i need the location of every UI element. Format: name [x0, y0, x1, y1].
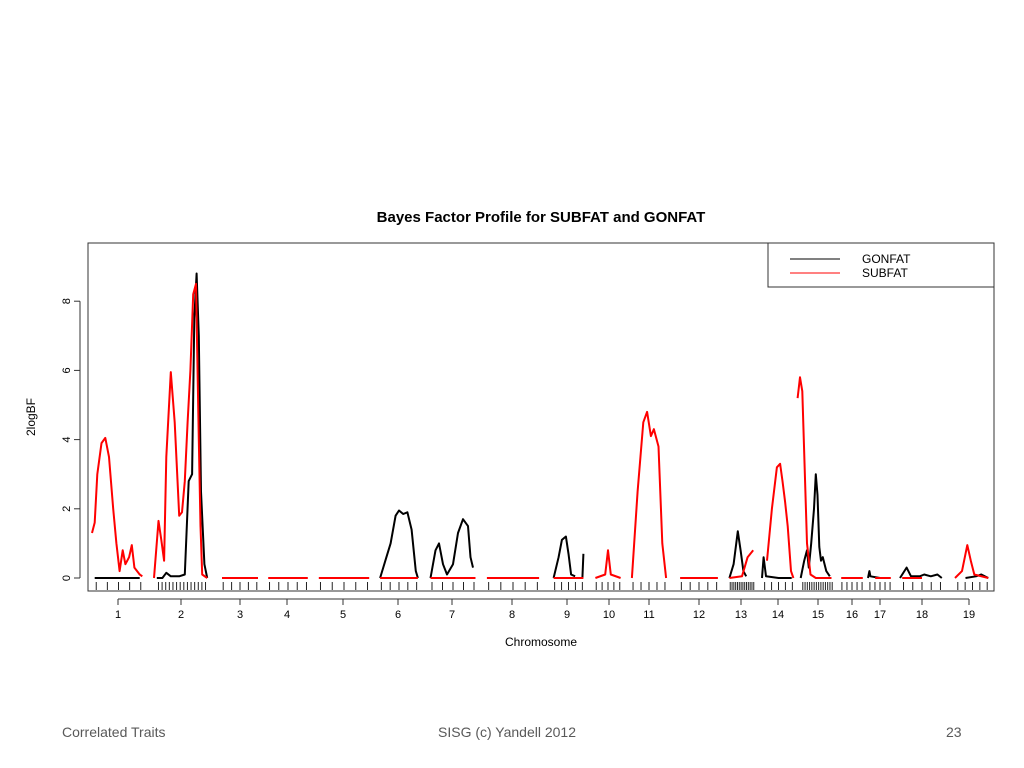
- x-tick-label: 11: [643, 609, 654, 621]
- x-tick-label: 7: [449, 609, 455, 621]
- x-tick-label: 4: [284, 609, 290, 621]
- series-line-gonfat: [899, 566, 943, 579]
- marker-rug: [95, 582, 988, 590]
- legend-label-gonfat: GONFAT: [862, 252, 911, 266]
- y-tick-label: 4: [61, 437, 73, 443]
- series-line-subfat: [153, 282, 208, 579]
- series-line-subfat: [595, 549, 621, 579]
- chart-title: Bayes Factor Profile for SUBFAT and GONF…: [377, 209, 706, 226]
- x-tick-label: 8: [509, 609, 515, 621]
- footer-page-number: 23: [946, 724, 962, 740]
- y-axis-label: 2logBF: [24, 398, 38, 436]
- series-line-gonfat: [379, 509, 419, 579]
- series-line-subfat: [630, 410, 668, 579]
- x-axis-label: Chromosome: [505, 635, 577, 649]
- y-tick-label: 8: [61, 298, 73, 304]
- series-line-gonfat: [156, 272, 209, 579]
- x-tick-label: 6: [395, 609, 401, 621]
- series-line-gonfat: [429, 518, 474, 579]
- x-tick-label: 15: [812, 609, 824, 621]
- series-line-subfat: [796, 376, 832, 579]
- y-tick-label: 2: [61, 506, 73, 512]
- footer-deck-title: Correlated Traits: [62, 724, 166, 740]
- x-tick-label: 17: [874, 609, 886, 621]
- legend-box: [767, 242, 995, 288]
- x-tick-label: 14: [772, 609, 784, 621]
- series-line-gonfat: [552, 535, 576, 579]
- series-line-subfat: [729, 549, 754, 579]
- legend-label-subfat: SUBFAT: [862, 266, 908, 280]
- y-axis: 0 2 4 6 8: [61, 298, 81, 581]
- x-tick-label: 2: [178, 609, 184, 621]
- plot-area: [87, 242, 995, 592]
- y-tick-label: 0: [61, 575, 73, 581]
- series-line-subfat: [766, 462, 795, 579]
- series-line-gonfat: [761, 556, 792, 579]
- y-tick-label: 6: [61, 367, 73, 373]
- series-line-subfat: [954, 544, 989, 579]
- x-tick-label: 19: [963, 609, 975, 621]
- legend: GONFAT SUBFAT: [767, 242, 995, 288]
- series-line-gonfat: [867, 570, 881, 579]
- x-tick-label: 1: [115, 609, 121, 621]
- x-tick-label: 18: [916, 609, 928, 621]
- x-tick-label: 3: [237, 609, 243, 621]
- footer-copyright: SISG (c) Yandell 2012: [438, 724, 577, 740]
- series-layer: [91, 272, 989, 579]
- x-tick-label: 5: [340, 609, 346, 621]
- x-axis: 1 2 3 4 5 6 7 8 9 10 11 12 13 14 15 16 17 18 19: [115, 598, 975, 621]
- x-tick-label: 12: [693, 609, 705, 621]
- series-line-subfat: [91, 436, 143, 578]
- x-tick-label: 10: [603, 609, 615, 621]
- series-line-gonfat: [581, 553, 585, 579]
- x-tick-label: 13: [735, 609, 747, 621]
- x-tick-label: 16: [846, 609, 858, 621]
- x-tick-label: 9: [564, 609, 570, 621]
